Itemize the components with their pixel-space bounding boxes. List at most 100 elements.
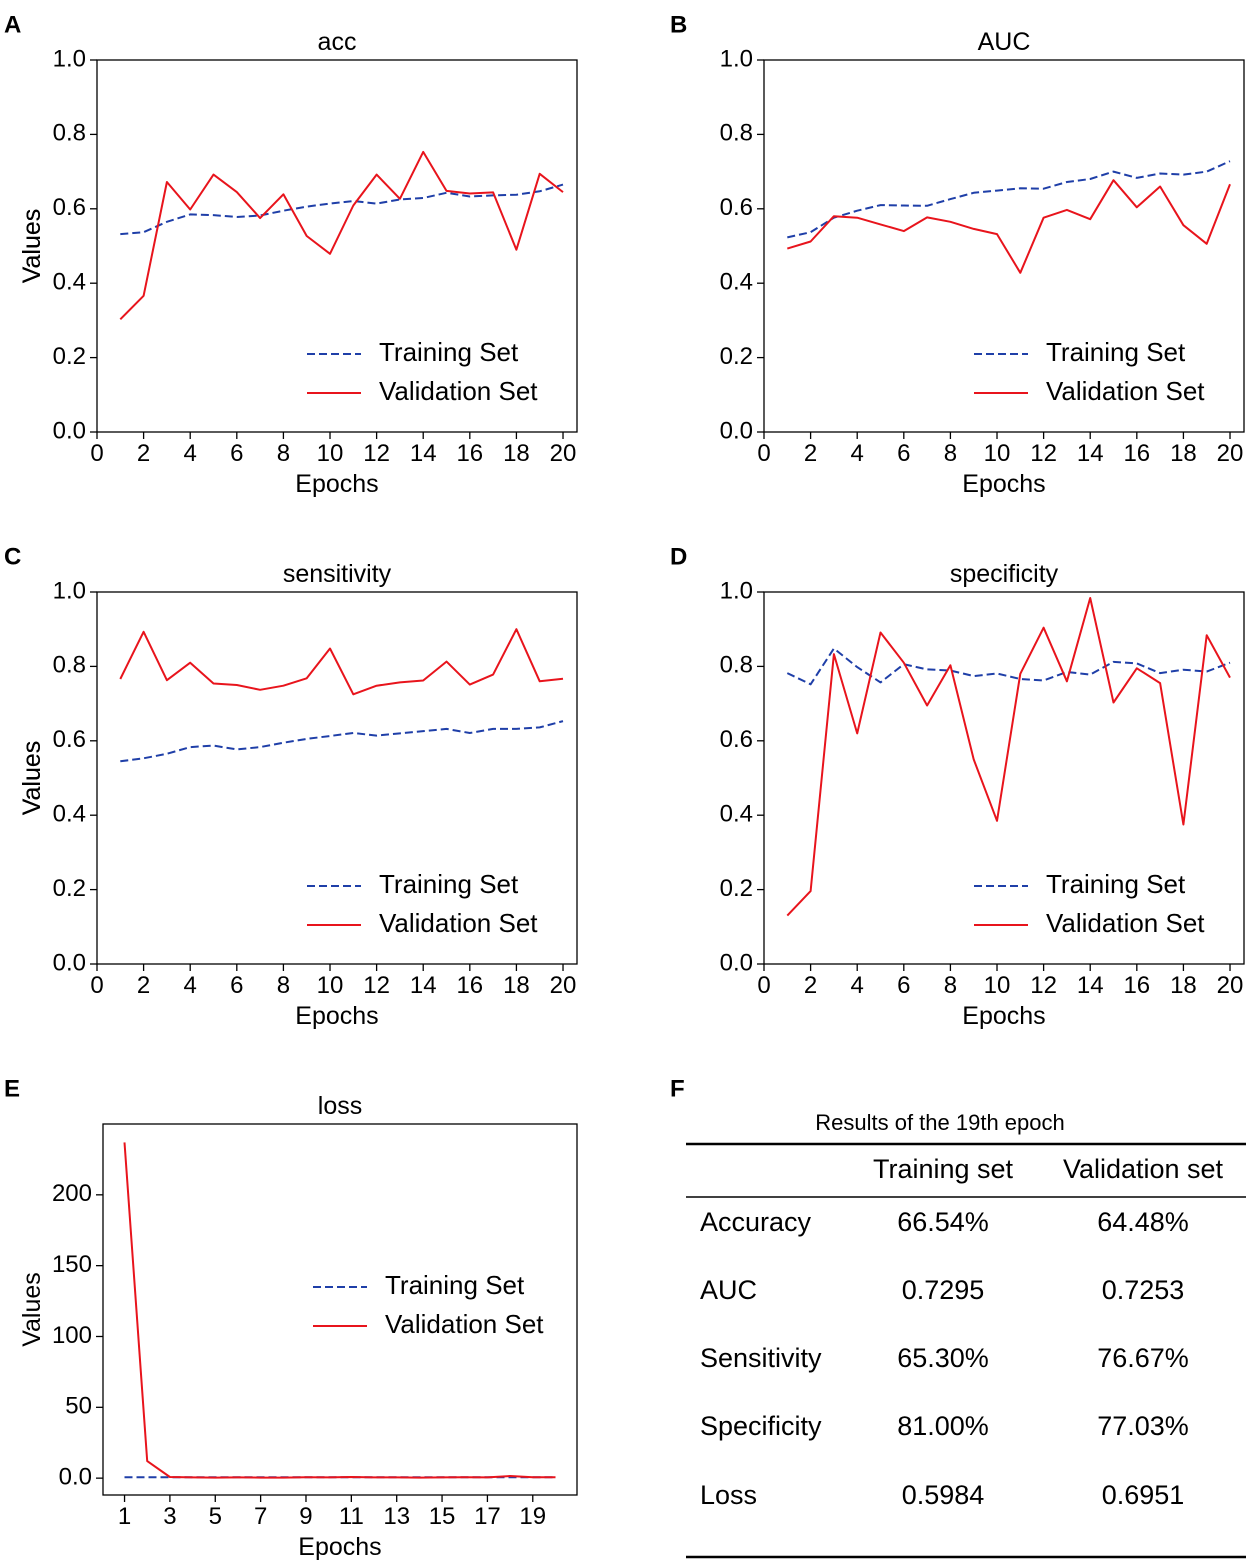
x-tick-label: 12 [1030,440,1057,467]
x-axis-label: Epochs [962,470,1045,498]
x-tick-label: 4 [184,972,197,999]
table-row: Specificity 81.00% 77.03% [700,1411,1189,1441]
table-cell: 64.48% [1097,1207,1189,1237]
x-tick-label: 19 [519,1503,546,1530]
chart-a: 0 2 4 6 8 10 12 14 16 18 20 0.0 0.2 0.4 0.6 0.8 1.0 acc Ep… [18,28,578,498]
x-tick-label: 20 [550,440,577,467]
x-tick-label: 17 [474,1503,501,1530]
x-tick-label: 14 [410,972,437,999]
y-tick-label: 0.6 [720,726,753,753]
x-tick-label: 7 [254,1503,267,1530]
chart-title: acc [318,28,357,56]
chart-e: 1 3 5 7 9 11 13 15 17 190.050100150200lossEpochsV… [18,1092,578,1560]
plot-frame [96,59,578,433]
x-tick-label: 6 [897,972,910,999]
legend-label-training: Training Set [385,1270,525,1300]
legend-label-validation: Validation Set [385,1309,544,1339]
table-header-cell: Validation set [1063,1154,1224,1184]
series-line-validation [119,628,564,696]
panel-letter-d: D [670,543,687,570]
x-axis-label: Epochs [298,1533,381,1560]
legend-label-training: Training Set [1046,337,1186,367]
x-tick-label: 4 [851,972,864,999]
table-cell: 66.54% [897,1207,989,1237]
legend-label-training: Training Set [379,337,519,367]
plot-frame [763,591,1245,965]
y-tick-label: 0.4 [53,269,86,296]
x-tick-label: 18 [503,972,530,999]
y-tick-label: 0.2 [53,875,86,902]
y-tick-label: 1.0 [720,45,753,72]
chart-title: sensitivity [283,560,392,588]
x-tick-label: 20 [1217,972,1244,999]
x-tick-label: 12 [363,440,390,467]
x-tick-label: 1 [118,1503,131,1530]
table-cell: 0.6951 [1102,1480,1185,1510]
legend-label-validation: Validation Set [1046,908,1205,938]
x-tick-label: 8 [277,440,290,467]
legend: Training Set Validation Set [307,869,538,938]
table-row: Loss 0.5984 0.6951 [700,1480,1184,1510]
y-tick-label: 1.0 [720,577,753,604]
x-tick-label: 10 [317,972,344,999]
series-line-training [787,160,1231,239]
chart-title: specificity [950,560,1059,588]
legend: Training Set Validation Set [313,1270,544,1339]
y-tick-label: 0.0 [720,417,753,444]
x-axis-label: Epochs [962,1002,1045,1030]
x-tick-label: 8 [944,972,957,999]
x-tick-label: 0 [757,972,770,999]
chart-title: AUC [978,28,1031,56]
y-axis-label: Values [18,741,46,816]
x-tick-label: 18 [1170,440,1197,467]
x-tick-label: 2 [804,972,817,999]
panel-letter-f: F [670,1075,685,1102]
panel-letter-b: B [670,11,687,38]
panel-letter-e: E [4,1075,20,1102]
y-tick-label: 0.6 [53,194,86,221]
table-row: Accuracy 66.54% 64.48% [700,1207,1189,1237]
x-tick-label: 14 [1077,440,1104,467]
x-tick-label: 8 [277,972,290,999]
y-tick-label: 0.2 [720,875,753,902]
y-tick-label: 200 [52,1180,92,1207]
series-line-validation [786,597,1231,917]
x-tick-label: 0 [90,972,103,999]
y-tick-label: 0.4 [720,801,753,828]
x-tick-label: 10 [984,440,1011,467]
x-tick-label: 20 [550,972,577,999]
series-line-training [120,183,564,236]
y-tick-label: 1.0 [53,45,86,72]
chart-title: loss [318,1092,362,1120]
y-tick-label: 0.4 [53,801,86,828]
table-cell: 0.7295 [902,1275,985,1305]
x-tick-label: 16 [1123,440,1150,467]
table-title: Results of the 19th epoch [815,1110,1065,1135]
x-tick-label: 18 [503,440,530,467]
x-axis-label: Epochs [295,470,378,498]
series-line-validation [119,150,564,321]
table-cell: 81.00% [897,1411,989,1441]
table-row-label: Loss [700,1480,757,1510]
table-header-cell: Training set [873,1154,1014,1184]
x-tick-label: 6 [897,440,910,467]
plot-frame [96,591,578,965]
y-tick-label: 0.4 [720,269,753,296]
chart-c: 0 2 4 6 8 10 12 14 16 18 20 0.0 0.2 0.4 0.6 0.8 1.0 sensi… [18,560,578,1030]
x-tick-label: 5 [209,1503,222,1530]
series-line-validation [123,1142,556,1479]
y-tick-label: 0.8 [53,652,86,679]
legend: Training Set Validation Set [974,869,1205,938]
x-tick-label: 2 [137,440,150,467]
chart-d: 0 2 4 6 8 10 12 14 16 18 200.00.20.40.60.81.0speci… [18,560,1245,1030]
x-tick-label: 0 [90,440,103,467]
table-cell: 77.03% [1097,1411,1189,1441]
y-tick-label: 0.0 [53,949,86,976]
table-cell: 65.30% [897,1343,989,1373]
y-tick-label: 0.0 [59,1463,92,1490]
table-cell: 0.7253 [1102,1275,1185,1305]
x-tick-label: 6 [230,972,243,999]
x-tick-label: 2 [804,440,817,467]
x-tick-label: 16 [1123,972,1150,999]
legend: Training Set Validation Set [974,337,1205,406]
